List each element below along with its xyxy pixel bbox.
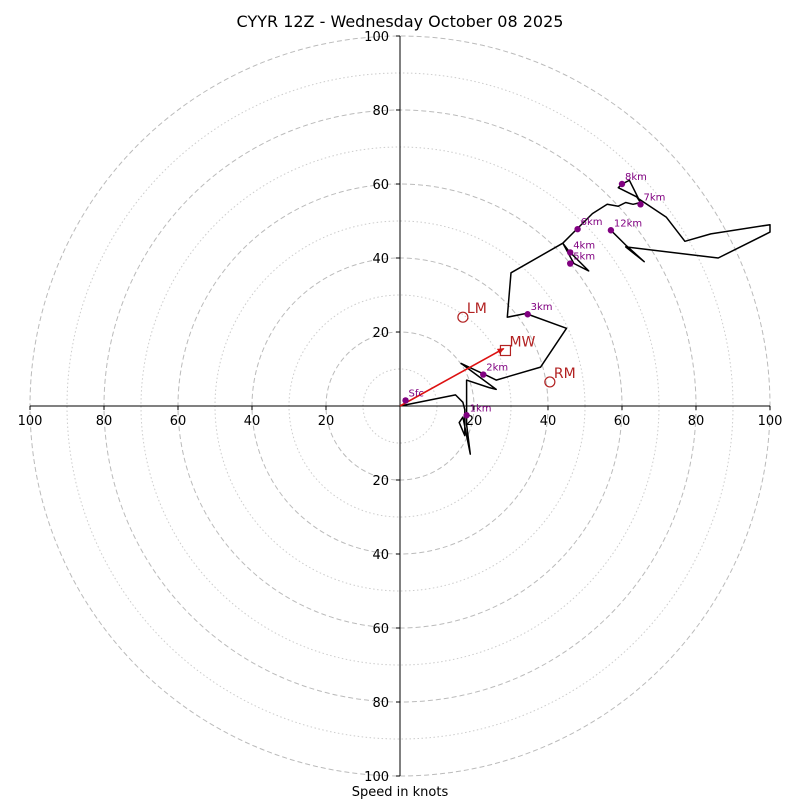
mean-wind-arrow	[399, 347, 505, 407]
y-tick-label-top-80: 80	[372, 104, 389, 119]
height-label-sfc: Sfc	[409, 388, 424, 399]
y-tick-label-top-60: 60	[372, 178, 389, 193]
height-label-5km: 5km	[573, 252, 595, 263]
storm-motion-markers: LM MW RM	[399, 301, 576, 407]
x-tick-label-right-100: 100	[758, 414, 783, 429]
x-axis-label: Speed in knots	[352, 785, 449, 800]
height-point-6km	[574, 225, 581, 233]
x-tick-label-left-100: 100	[18, 414, 43, 429]
storm-motion-lm-marker	[457, 311, 469, 323]
storm-motion-mw-label: MW	[509, 335, 535, 351]
storm-motion-rm-label: RM	[554, 366, 576, 382]
x-tick-label-left-20: 20	[318, 414, 335, 429]
tick-labels: 20 20 20 20 40 40 40 40 60 60 60 60 80 80 80 80 100 100 10…	[18, 30, 783, 785]
y-tick-label-top-100: 100	[364, 30, 389, 45]
y-tick-label-bottom-40: 40	[372, 548, 389, 563]
height-point-3km	[524, 311, 531, 318]
height-point-2km	[480, 371, 487, 378]
y-tick-label-bottom-60: 60	[372, 622, 389, 637]
height-label-3km: 3km	[531, 302, 553, 313]
y-tick-label-top-20: 20	[372, 326, 389, 341]
chart-title: CYYR 12Z - Wednesday October 08 2025	[237, 12, 564, 31]
y-tick-label-bottom-80: 80	[372, 696, 389, 711]
x-tick-label-left-80: 80	[96, 414, 113, 429]
storm-motion-mw-marker	[499, 344, 512, 357]
height-point-5km	[567, 260, 574, 267]
x-tick-label-right-40: 40	[540, 414, 557, 429]
height-label-12km: 12km	[614, 218, 642, 229]
storm-motion-rm-marker	[544, 376, 556, 388]
height-label-1km: 1km	[470, 403, 492, 414]
x-tick-label-left-60: 60	[170, 414, 187, 429]
height-label-4km: 4km	[573, 240, 595, 251]
y-tick-label-bottom-100: 100	[364, 770, 389, 785]
height-point-12km	[607, 227, 615, 234]
height-label-8km: 8km	[625, 172, 647, 183]
height-label-2km: 2km	[486, 363, 508, 374]
height-point-1km	[463, 412, 470, 419]
height-point-4km	[567, 249, 574, 256]
height-point-7km	[637, 201, 644, 208]
x-tick-label-left-40: 40	[244, 414, 261, 429]
x-tick-label-right-20: 20	[466, 414, 483, 429]
height-point-8km	[618, 180, 626, 188]
y-tick-label-bottom-20: 20	[372, 474, 389, 489]
height-label-6km: 6km	[581, 217, 603, 228]
x-tick-label-right-60: 60	[614, 414, 631, 429]
height-point-sfc	[402, 397, 409, 404]
x-tick-label-right-80: 80	[688, 414, 705, 429]
height-label-7km: 7km	[644, 192, 666, 203]
y-tick-label-top-40: 40	[372, 252, 389, 267]
storm-motion-lm-label: LM	[467, 301, 487, 317]
